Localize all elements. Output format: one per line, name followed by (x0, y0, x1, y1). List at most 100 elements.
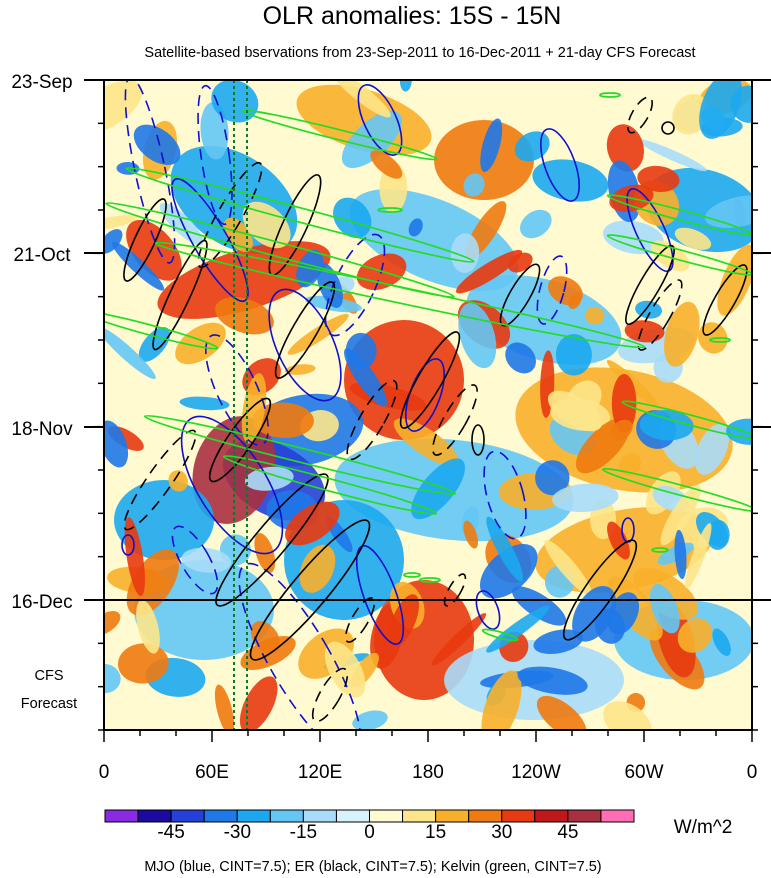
anomaly-cell (660, 485, 701, 546)
anomaly-cell (333, 197, 372, 238)
anomaly-cell (104, 420, 129, 468)
colorbar-tick-label: 30 (491, 822, 512, 843)
colorbar-swatch (435, 809, 470, 823)
anomaly-cell (159, 202, 204, 246)
y-tick-label-21-oct: 21-Oct (13, 245, 71, 266)
anomaly-cell (214, 684, 235, 730)
anomaly-cell (117, 643, 169, 684)
anomaly-cell (726, 418, 752, 445)
y-tick-label-23-sep: 23-Sep (11, 72, 72, 93)
anomaly-cell (463, 173, 485, 197)
anomaly-cell (712, 628, 731, 656)
forecast-label-line2: Forecast (21, 696, 77, 712)
anomaly-cell (645, 167, 752, 253)
colorbar-units: W/m^2 (674, 817, 733, 838)
anomaly-cell (138, 327, 171, 362)
anomaly-cell (699, 80, 743, 139)
colorbar-swatch (302, 809, 337, 823)
anomaly-cell (241, 373, 267, 444)
er-contours (123, 121, 748, 661)
colorbar-swatch (501, 809, 536, 823)
colorbar-tick-label: -45 (157, 822, 184, 843)
chart-title: OLR anomalies: 15S - 15N (263, 2, 562, 30)
colorbar-tick-label: 45 (557, 822, 578, 843)
anomaly-cell (284, 364, 316, 375)
anomaly-cell (239, 676, 278, 730)
anomaly-cell (532, 159, 609, 202)
anomaly-cell (606, 124, 644, 172)
anomaly-cell (352, 710, 388, 730)
anomaly-cell (316, 262, 343, 308)
colorbar-swatch (170, 809, 205, 823)
anomaly-cell (252, 402, 314, 438)
anomaly-cell (603, 701, 652, 730)
plot-area (104, 80, 752, 730)
y-tick-label-18-nov: 18-Nov (11, 419, 73, 440)
anomaly-cell (677, 618, 713, 653)
forecast-label-line1: CFS (35, 668, 64, 684)
colorbar-swatch (600, 809, 635, 823)
anomaly-cell (533, 629, 584, 654)
anomaly-cell (535, 460, 570, 496)
anomaly-cell (602, 220, 664, 255)
anomaly-cell (215, 297, 274, 335)
anomaly-cell (619, 453, 642, 476)
colorbar-swatch (468, 809, 503, 823)
anomaly-cell (408, 218, 423, 237)
anomaly-cell (624, 320, 665, 343)
anomaly-cell (512, 586, 567, 626)
anomaly-cell (481, 670, 522, 730)
anomaly-cell (104, 215, 138, 231)
anomaly-cell (175, 322, 226, 365)
anomaly-cell (555, 334, 592, 376)
anomaly-cell (638, 139, 707, 172)
anomaly-cell (544, 539, 592, 596)
x-tick-label-180: 180 (412, 762, 444, 783)
anomaly-cell (299, 544, 336, 593)
colorbar-tick-label: -15 (290, 822, 317, 843)
colorbar-tick-label: 15 (425, 822, 446, 843)
colorbar-swatch (567, 809, 602, 823)
colorbar-swatch (137, 809, 172, 823)
anomaly-cell (536, 695, 587, 730)
x-tick-label-0: 0 (99, 762, 110, 783)
anomaly-cell (124, 517, 145, 597)
anomaly-cell (610, 419, 633, 440)
anomaly-cell (112, 241, 165, 291)
x-tick-label-60e: 60E (195, 762, 229, 783)
anomaly-cell (517, 666, 588, 695)
anomaly-cell (607, 521, 630, 560)
colorbar-swatch (335, 809, 371, 823)
anomaly-cell (168, 470, 188, 492)
y-tick-label-16-dec: 16-Dec (11, 592, 72, 613)
colorbar-swatch (203, 809, 238, 823)
colorbar-swatch (534, 809, 569, 823)
anomaly-cell (181, 547, 232, 573)
footer-legend: MJO (blue, CINT=7.5); ER (black, CINT=7.… (144, 859, 601, 875)
olr-anomaly-field (104, 80, 752, 730)
anomaly-cell (674, 227, 712, 250)
x-tick-label-120e: 120E (298, 762, 342, 783)
anomaly-cell (133, 124, 181, 165)
anomaly-cell (344, 348, 387, 407)
anomaly-cell (547, 390, 602, 432)
anomaly-cell (637, 165, 680, 192)
anomaly-cell (455, 250, 523, 294)
colorbar (104, 809, 635, 823)
x-tick-label-120w: 120W (511, 762, 561, 783)
anomaly-cell (584, 306, 605, 325)
colorbar-swatch (104, 809, 139, 823)
x-tick-label-0-end: 0 (747, 762, 758, 783)
anomaly-cell (126, 549, 179, 616)
anomaly-cell (287, 313, 349, 355)
anomaly-cell (157, 241, 331, 319)
anomaly-cell (126, 219, 182, 281)
colorbar-tick-label: 0 (364, 822, 375, 843)
anomaly-cell (285, 501, 340, 546)
anomaly-cell (519, 209, 552, 239)
colorbar-swatch (369, 809, 404, 823)
anomaly-cell (685, 523, 712, 589)
anomaly-cell (479, 543, 538, 599)
er-contours-negative (123, 96, 683, 723)
anomaly-cell (431, 613, 487, 666)
